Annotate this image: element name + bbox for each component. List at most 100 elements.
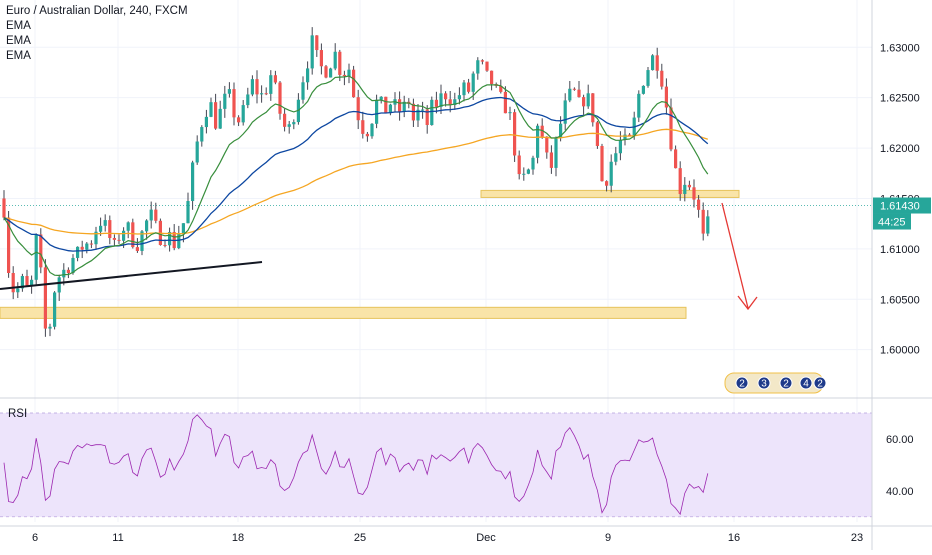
- time-tick-label: 23: [851, 532, 863, 544]
- rsi-tick-label: 60.00: [886, 434, 914, 446]
- support-zone-upper: [480, 189, 740, 198]
- candle-body: [135, 247, 139, 251]
- candles: [2, 27, 710, 337]
- candle-body: [434, 99, 438, 107]
- price-tick-label: 1.62500: [880, 93, 920, 105]
- candle-body: [536, 125, 540, 158]
- candle-body: [572, 88, 576, 90]
- candle-body: [126, 222, 130, 231]
- candle-body: [370, 123, 374, 137]
- candle-body: [30, 279, 34, 286]
- candle-body: [154, 209, 158, 221]
- candle-body: [85, 243, 89, 250]
- candle-body: [112, 237, 116, 240]
- candle-body: [250, 79, 254, 95]
- ema-lines: [3, 75, 709, 277]
- countdown-box: [873, 213, 911, 230]
- candle-body: [416, 109, 420, 121]
- candle-body: [315, 35, 319, 51]
- candle-body: [448, 99, 452, 106]
- last-price-label: 1.61430: [880, 201, 920, 213]
- candle-body: [287, 124, 291, 127]
- candle-body: [264, 93, 268, 95]
- candle-body: [177, 234, 181, 249]
- candle-body: [559, 123, 563, 138]
- candle-body: [388, 104, 392, 114]
- candle-body: [379, 96, 383, 100]
- candle-body: [503, 91, 507, 114]
- event-count-label: 3: [761, 379, 767, 390]
- candle-body: [485, 61, 489, 71]
- candle-body: [430, 99, 434, 126]
- candle-body: [163, 244, 167, 246]
- candle-body: [568, 88, 572, 101]
- candle-body: [319, 50, 323, 67]
- forecast-arrow-line: [721, 202, 749, 309]
- event-flag-icon: [779, 376, 793, 390]
- candle-body: [71, 257, 75, 273]
- time-tick-label: 11: [112, 532, 123, 544]
- candle-body: [255, 79, 259, 95]
- countdown-label: 44:25: [878, 217, 906, 229]
- candle-body: [324, 66, 328, 78]
- candle-body: [669, 107, 673, 150]
- candle-body: [2, 198, 6, 218]
- candle-body: [329, 68, 333, 78]
- candle-body: [554, 137, 558, 168]
- candle-body: [200, 127, 204, 142]
- time-tick-label: 25: [354, 532, 366, 544]
- support-zone-lower: [0, 306, 687, 319]
- candle-body: [39, 234, 43, 268]
- candle-body: [347, 69, 351, 77]
- time-tick-label: Dec: [476, 532, 496, 544]
- ema-legend-1: EMA: [6, 20, 31, 32]
- candle-body: [490, 70, 494, 85]
- candle-body: [186, 201, 190, 224]
- rsi-title: RSI: [8, 408, 28, 420]
- candle-body: [522, 173, 526, 175]
- candle-body: [582, 97, 586, 107]
- event-count-label: 2: [817, 379, 823, 390]
- candle-body: [338, 51, 342, 75]
- candle-body: [361, 120, 365, 134]
- candle-body: [241, 105, 245, 123]
- candle-body: [209, 102, 213, 117]
- candle-body: [260, 93, 264, 95]
- candle-body: [678, 168, 682, 194]
- candle-body: [181, 223, 185, 235]
- candle-body: [641, 85, 645, 94]
- candle-body: [237, 117, 241, 123]
- candle-body: [53, 292, 57, 327]
- candle-body: [609, 161, 613, 186]
- candle-body: [660, 70, 664, 87]
- candle-body: [499, 85, 503, 92]
- candle-body: [66, 269, 70, 273]
- candle-body: [352, 69, 356, 98]
- candle-body: [697, 199, 701, 210]
- candle-body: [692, 187, 696, 200]
- candle-body: [591, 93, 595, 123]
- candle-body: [227, 89, 231, 94]
- candle-body: [108, 220, 112, 238]
- candle-body: [476, 60, 480, 74]
- candle-body: [605, 181, 609, 186]
- candle-body: [623, 134, 627, 140]
- candle-body: [508, 112, 512, 114]
- time-tick-label: 6: [32, 532, 38, 544]
- candle-body: [628, 134, 632, 136]
- candle-body: [563, 100, 567, 124]
- candle-body: [191, 162, 195, 202]
- candle-body: [301, 82, 305, 100]
- ema-fast-line: [3, 75, 709, 277]
- event-flag-icon: [735, 376, 749, 390]
- candle-body: [223, 93, 227, 109]
- candle-body: [513, 112, 517, 156]
- candle-body: [278, 82, 282, 114]
- candle-body: [375, 99, 379, 124]
- time-tick-label: 18: [232, 532, 244, 544]
- candle-body: [439, 93, 443, 107]
- candle-body: [122, 230, 126, 241]
